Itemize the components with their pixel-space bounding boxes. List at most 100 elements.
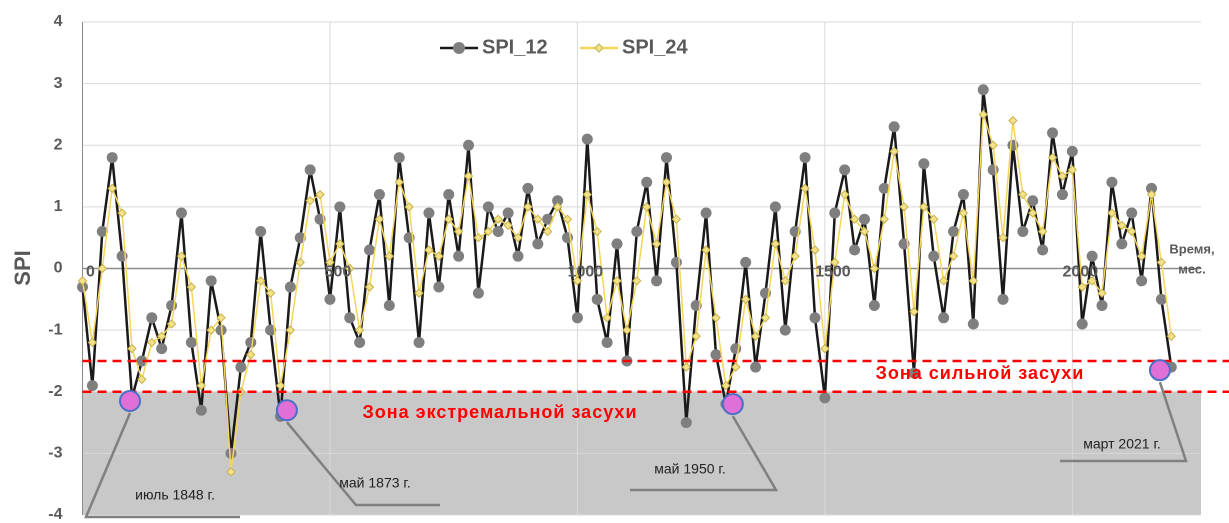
data-point [632, 276, 642, 286]
data-point [334, 201, 346, 213]
data-point [483, 226, 494, 237]
data-point [888, 121, 900, 133]
callout-label: июль 1848 г. [135, 487, 215, 503]
data-point [265, 324, 277, 336]
data-point [414, 288, 424, 298]
data-point [899, 202, 909, 212]
callout-line [630, 415, 779, 492]
data-point [175, 207, 187, 219]
data-point [294, 232, 306, 244]
data-point [1127, 226, 1137, 237]
data-point [571, 312, 583, 324]
data-point [295, 257, 305, 268]
data-point [889, 146, 899, 157]
y-tick-label: 1 [54, 198, 63, 215]
data-point [206, 325, 216, 335]
data-point [948, 251, 959, 261]
zone-label: Зона сильной засухи [876, 363, 1085, 383]
x-axis-title: мес. [1178, 261, 1206, 276]
data-point [691, 331, 701, 341]
y-tick-label: 2 [54, 136, 63, 153]
data-point [215, 324, 227, 336]
data-point [552, 202, 563, 212]
data-point [147, 337, 157, 348]
data-point [373, 189, 385, 201]
data-point [1047, 152, 1058, 163]
data-point [503, 220, 513, 231]
data-point [977, 84, 989, 96]
data-point [1106, 176, 1118, 188]
data-point [809, 312, 821, 324]
data-point [582, 189, 593, 200]
data-point [918, 158, 930, 170]
data-point [958, 208, 969, 218]
data-point [325, 257, 335, 268]
data-point [453, 226, 464, 237]
data-point [819, 392, 831, 404]
data-point [77, 281, 88, 293]
data-point [858, 213, 870, 225]
data-point [205, 275, 217, 287]
x-tick-label: 0 [86, 264, 95, 281]
data-point [393, 152, 405, 164]
data-point [779, 324, 791, 336]
data-point [1146, 182, 1158, 194]
data-point [96, 226, 108, 238]
data-point [304, 164, 316, 176]
data-point [929, 214, 939, 224]
data-point [87, 337, 98, 348]
data-point [591, 293, 603, 305]
data-point [195, 404, 207, 416]
callout-line [84, 412, 240, 519]
data-point [453, 250, 465, 262]
callout-marker [119, 389, 142, 412]
y-tick-label: 4 [54, 13, 63, 30]
data-point [255, 226, 267, 238]
data-point [997, 293, 1009, 305]
legend-label: SPI_12 [482, 36, 548, 58]
data-point [1037, 244, 1049, 256]
data-point [1155, 293, 1167, 305]
data-point [681, 362, 691, 372]
data-point [859, 226, 870, 237]
data-point [671, 214, 682, 224]
data-point [661, 177, 672, 187]
data-point [1066, 145, 1078, 157]
data-point [849, 214, 860, 224]
data-point [1056, 189, 1068, 201]
legend-marker [594, 43, 604, 53]
x-tick-label: 2000 [1063, 264, 1099, 281]
data-point [660, 152, 672, 164]
data-point [1096, 299, 1108, 311]
data-point [176, 251, 187, 261]
data-point [919, 202, 929, 212]
data-point [117, 208, 127, 218]
data-point [839, 189, 850, 200]
legend-label: SPI_24 [622, 36, 688, 58]
data-point [839, 164, 851, 176]
data-point [740, 294, 751, 305]
data-point [543, 226, 553, 237]
callout-marker [721, 393, 744, 416]
data-point [710, 349, 722, 361]
data-point [463, 139, 475, 151]
data-point [1126, 207, 1138, 219]
data-point [275, 380, 286, 391]
data-point [651, 239, 662, 249]
data-point [868, 299, 880, 311]
data-point [344, 312, 356, 324]
data-point [562, 214, 573, 224]
data-point [315, 189, 325, 200]
data-point [246, 350, 256, 360]
data-point [799, 152, 811, 164]
data-point [156, 331, 167, 341]
data-point [533, 214, 543, 224]
data-point [740, 256, 752, 268]
data-point [384, 251, 395, 261]
data-point [750, 331, 761, 341]
data-point [700, 207, 712, 219]
y-tick-label: 0 [54, 260, 63, 277]
data-point [473, 232, 484, 243]
data-point [502, 207, 514, 219]
